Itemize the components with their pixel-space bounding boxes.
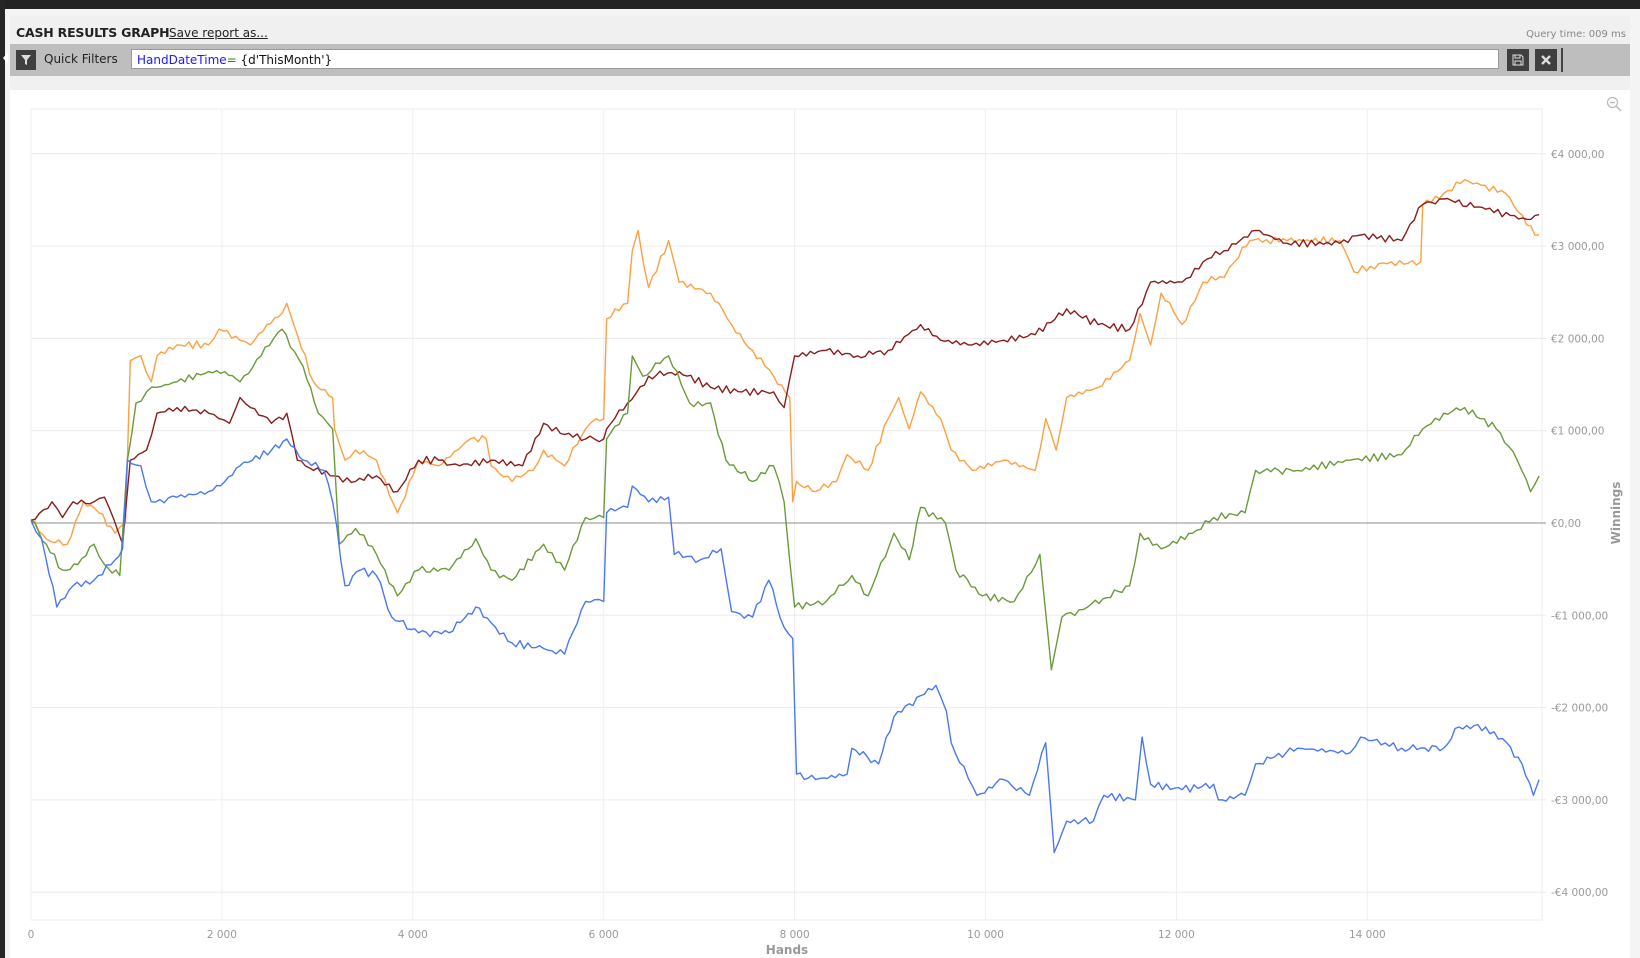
- page-title: CASH RESULTS GRAPH: [16, 25, 170, 40]
- x-axis-label: Hands: [766, 943, 808, 957]
- y-tick-label: -€4 000,00: [1551, 887, 1608, 899]
- x-tick-label: 14 000: [1349, 929, 1386, 941]
- y-tick-label: €4 000,00: [1551, 149, 1604, 161]
- series-line-dark-red: [30, 197, 1540, 545]
- series-line-green: [30, 328, 1540, 671]
- filter-operator: =: [226, 53, 237, 67]
- series-line-orange: [30, 178, 1540, 546]
- plot-border: [30, 108, 1543, 921]
- x-tick-label: 6 000: [589, 929, 619, 941]
- y-tick-label: €2 000,00: [1551, 333, 1604, 345]
- collapse-arrow-icon[interactable]: [3, 52, 8, 64]
- x-tick-label: 10 000: [967, 929, 1004, 941]
- y-tick-label: €3 000,00: [1551, 241, 1604, 253]
- y-axis-label: Winnings: [1609, 482, 1623, 545]
- y-tick-label: €0,00: [1551, 518, 1581, 530]
- x-tick-label: 0: [28, 929, 35, 941]
- left-sidebar-strip: [0, 0, 5, 958]
- zoom-out-icon[interactable]: [1606, 96, 1622, 116]
- x-tick-label: 8 000: [780, 929, 810, 941]
- clear-filter-button[interactable]: [1535, 49, 1557, 71]
- series-line-blue: [30, 438, 1540, 854]
- filter-field: HandDateTime: [137, 53, 227, 67]
- x-tick-label: 12 000: [1158, 929, 1195, 941]
- y-tick-label: -€1 000,00: [1551, 610, 1608, 622]
- query-time: Query time: 009 ms: [1526, 29, 1626, 40]
- close-icon: [1541, 55, 1551, 65]
- save-report-as-link[interactable]: Save report as...: [169, 26, 268, 40]
- y-tick-label: €1 000,00: [1551, 426, 1604, 438]
- funnel-icon[interactable]: [16, 50, 36, 70]
- quick-filters-label: Quick Filters: [44, 52, 118, 66]
- save-filter-button[interactable]: [1507, 49, 1529, 71]
- filter-value: {d'ThisMonth'}: [236, 53, 333, 67]
- window-top-bar: [0, 0, 1640, 9]
- y-tick-label: -€2 000,00: [1551, 703, 1608, 715]
- y-tick-label: -€3 000,00: [1551, 795, 1608, 807]
- toolbar-separator: [1561, 48, 1563, 72]
- floppy-disk-icon: [1512, 54, 1524, 66]
- x-tick-label: 2 000: [207, 929, 237, 941]
- x-tick-label: 4 000: [398, 929, 428, 941]
- filter-expression-input[interactable]: HandDateTime= {d'ThisMonth'}: [131, 49, 1499, 69]
